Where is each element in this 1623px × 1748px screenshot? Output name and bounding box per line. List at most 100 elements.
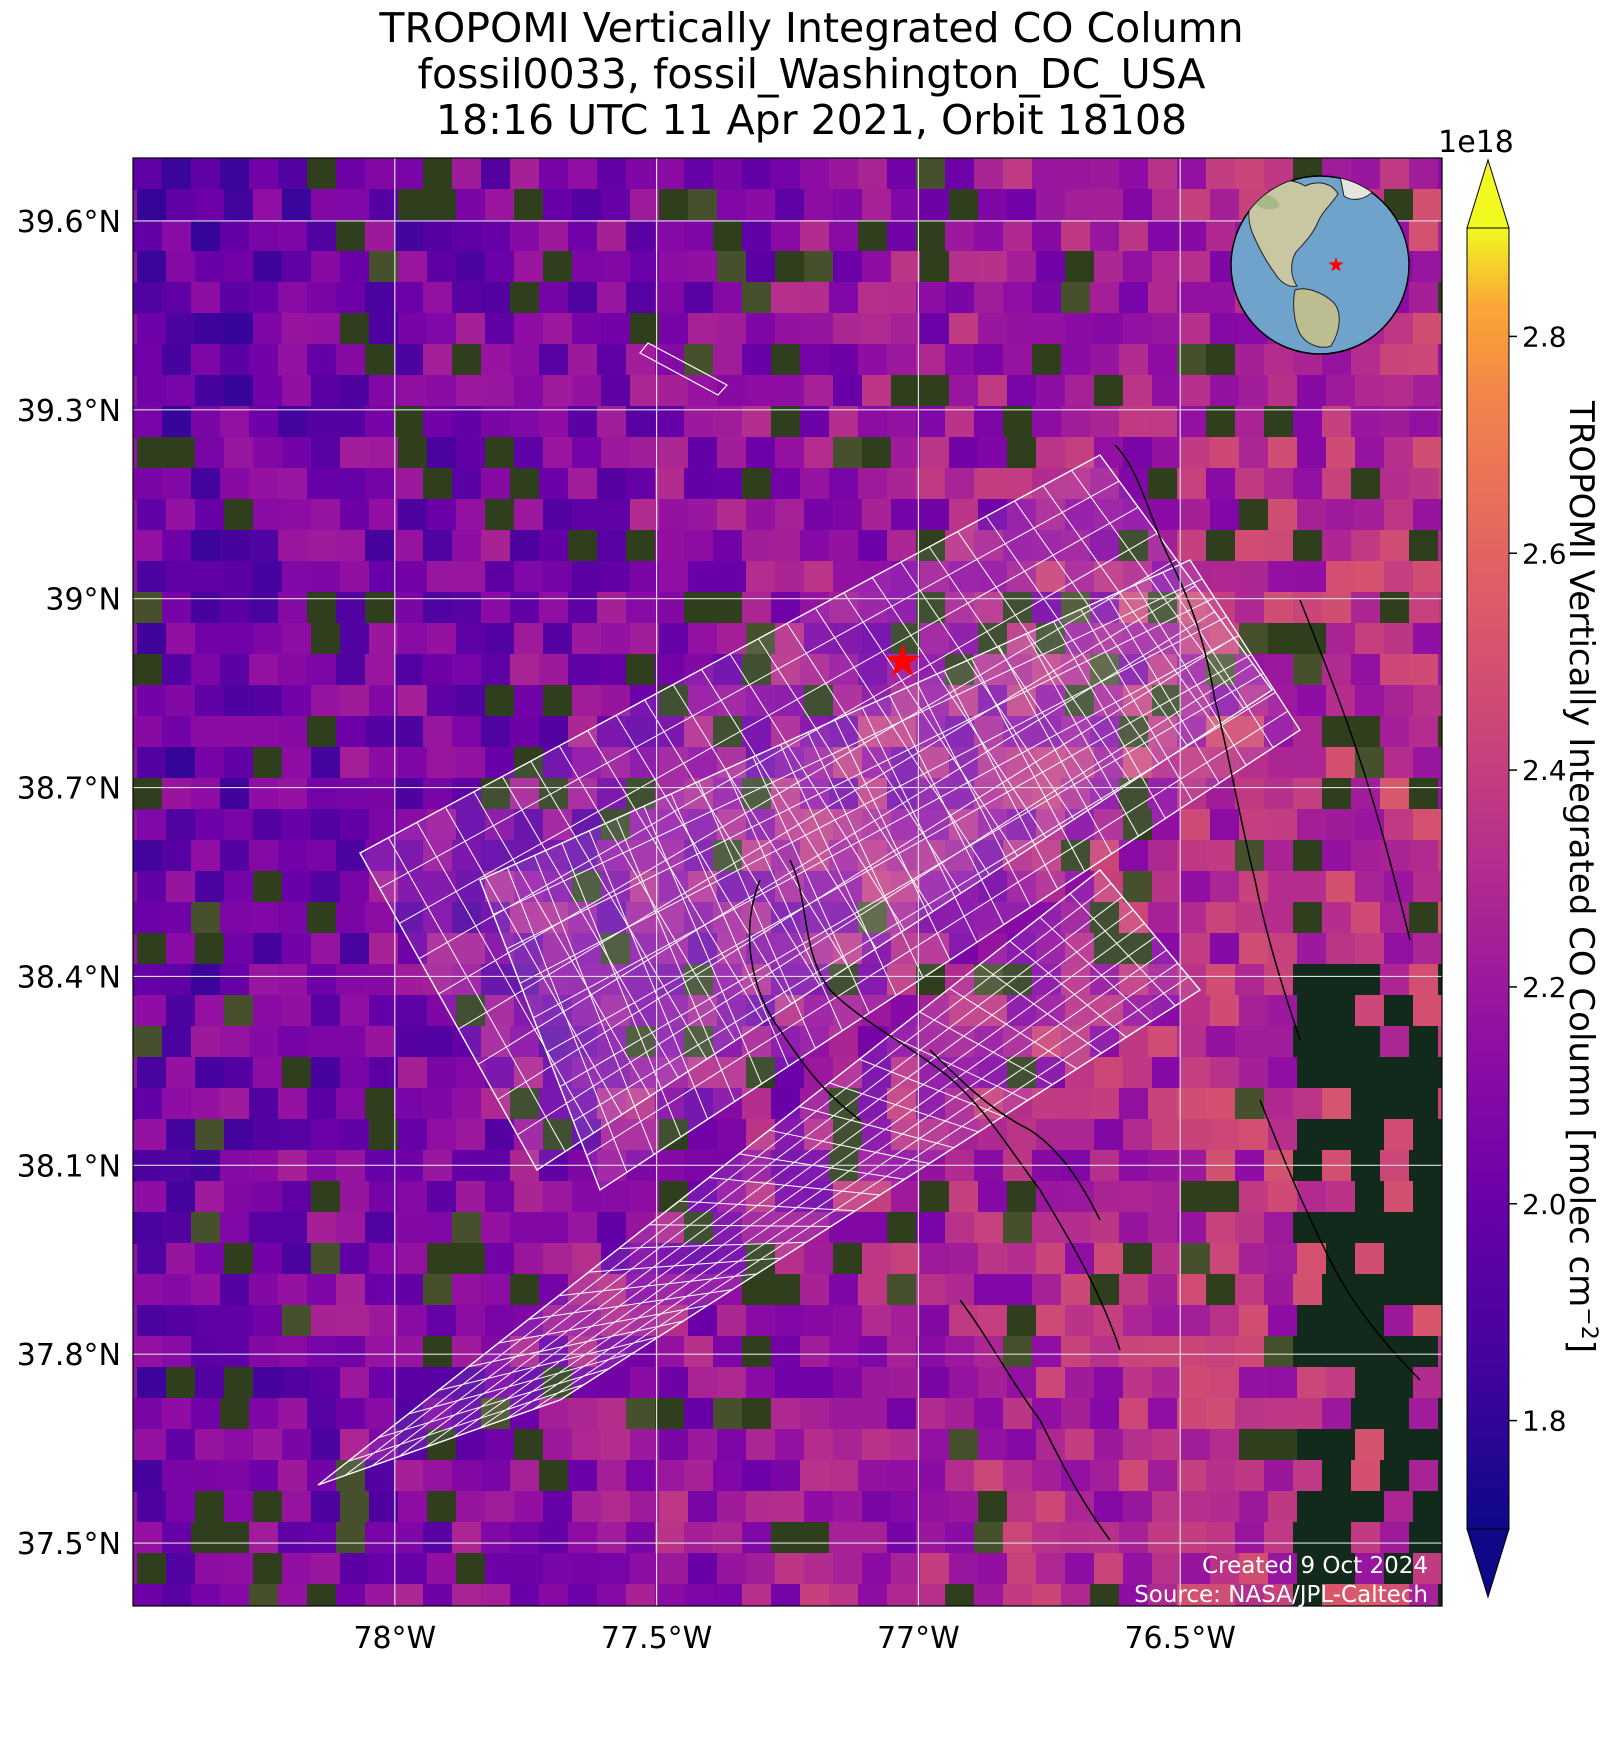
co-pixel (394, 406, 424, 438)
co-pixel (597, 220, 627, 252)
co-pixel (1003, 964, 1033, 996)
latitude-axis: 39.6°N39.3°N39°N38.7°N38.4°N38.1°N37.8°N… (17, 205, 121, 1562)
co-pixel (829, 220, 859, 252)
co-pixel (278, 902, 308, 934)
co-pixel (1206, 902, 1236, 934)
co-pixel (220, 406, 250, 438)
co-pixel (978, 561, 1008, 593)
co-pixel (713, 282, 743, 314)
co-pixel (771, 1522, 801, 1554)
co-pixel (655, 1088, 685, 1120)
co-pixel (1032, 282, 1062, 314)
co-pixel (1119, 158, 1149, 190)
co-pixel (543, 1491, 573, 1523)
co-pixel (1123, 871, 1153, 903)
co-pixel (510, 1460, 540, 1492)
co-pixel (1206, 468, 1236, 500)
co-pixel (597, 778, 627, 810)
co-pixel (1123, 1119, 1153, 1151)
co-pixel (510, 282, 540, 314)
co-pixel (253, 747, 283, 779)
co-pixel (1355, 499, 1385, 531)
co-pixel (1380, 1398, 1410, 1430)
colorbar-label: TROPOMI Vertically Integrated CO Column … (1561, 400, 1602, 1353)
co-pixel (220, 778, 250, 810)
co-pixel (1413, 437, 1442, 469)
co-pixel (137, 1429, 167, 1461)
co-pixel (862, 1553, 892, 1585)
co-pixel (539, 1584, 569, 1606)
co-pixel (1322, 530, 1352, 562)
colorbar-ticks: 1.82.02.22.42.62.8 (1509, 320, 1567, 1438)
co-pixel (195, 623, 225, 655)
co-pixel (278, 840, 308, 872)
co-pixel (717, 1491, 747, 1523)
co-pixel (920, 313, 950, 345)
co-pixel (423, 158, 453, 190)
co-pixel (1148, 220, 1178, 252)
co-pixel (920, 1305, 950, 1337)
co-pixel (1413, 1615, 1443, 1647)
co-pixel (485, 809, 515, 841)
co-pixel (369, 1119, 399, 1151)
co-pixel (1326, 437, 1356, 469)
co-pixel (1036, 933, 1066, 965)
co-pixel (1235, 1336, 1265, 1368)
co-pixel (1003, 902, 1033, 934)
co-pixel (630, 1181, 660, 1213)
co-pixel (655, 530, 685, 562)
co-pixel (510, 716, 540, 748)
co-pixel (398, 437, 428, 469)
co-pixel (510, 654, 540, 686)
co-pixel (253, 1615, 283, 1647)
co-pixel (684, 592, 714, 624)
co-pixel (978, 1181, 1008, 1213)
co-pixel (916, 716, 946, 748)
co-pixel (601, 1429, 631, 1461)
co-pixel (340, 1119, 370, 1151)
co-pixel (655, 1212, 685, 1244)
co-pixel (162, 654, 192, 686)
co-pixel (1032, 220, 1062, 252)
co-pixel (1326, 685, 1356, 717)
co-pixel (427, 437, 457, 469)
co-pixel (137, 251, 167, 283)
co-pixel (568, 530, 598, 562)
co-pixel (307, 964, 337, 996)
co-pixel (369, 1305, 399, 1337)
co-pixel (1409, 282, 1439, 314)
co-pixel (456, 1119, 486, 1151)
co-pixel (278, 1150, 308, 1182)
co-pixel (481, 406, 511, 438)
co-pixel (1293, 468, 1323, 500)
co-pixel (1206, 1212, 1236, 1244)
co-pixel (1326, 623, 1356, 655)
co-pixel (249, 1026, 279, 1058)
co-pixel (369, 313, 399, 345)
co-pixel (166, 809, 196, 841)
co-pixel (920, 1243, 950, 1275)
co-pixel (688, 561, 718, 593)
co-pixel (456, 747, 486, 779)
co-pixel (452, 406, 482, 438)
co-pixel (771, 406, 801, 438)
co-pixel (220, 840, 250, 872)
co-pixel (920, 437, 950, 469)
co-pixel (1181, 1367, 1211, 1399)
co-pixel (829, 1584, 859, 1606)
co-pixel (688, 1553, 718, 1585)
co-pixel (1351, 1522, 1381, 1554)
co-pixel (1355, 995, 1385, 1027)
co-pixel (220, 1460, 250, 1492)
co-pixel (1297, 1243, 1327, 1275)
co-pixel (945, 1150, 975, 1182)
co-pixel (278, 592, 308, 624)
co-pixel (626, 282, 656, 314)
co-pixel (1094, 499, 1124, 531)
co-pixel (1206, 1274, 1236, 1306)
co-pixel (394, 1336, 424, 1368)
co-pixel (166, 1119, 196, 1151)
co-pixel (133, 778, 163, 810)
co-pixel (340, 1057, 370, 1089)
co-pixel (539, 406, 569, 438)
